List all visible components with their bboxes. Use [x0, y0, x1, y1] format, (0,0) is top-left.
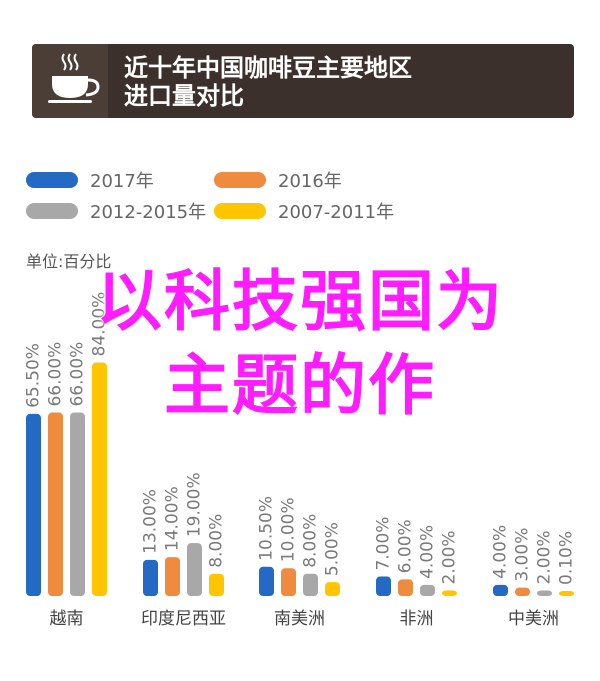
legend-swatch: [214, 203, 266, 219]
legend-swatch: [214, 172, 266, 188]
bar: [442, 590, 457, 596]
bar-value-label: 2.00%: [535, 530, 555, 584]
bar: [325, 582, 340, 596]
bar: [165, 557, 180, 596]
bar-value-label: 14.00%: [163, 486, 183, 551]
legend-swatch: [26, 172, 78, 188]
category-label: 南美洲: [274, 609, 325, 629]
title-line-2: 进口量对比: [124, 82, 244, 110]
coffee-cup-icon: [48, 53, 100, 103]
bar-value-label: 8.00%: [207, 514, 227, 568]
bar-value-label: 6.00%: [396, 519, 416, 573]
category-label: 印度尼西亚: [141, 609, 226, 629]
bar-value-label: 8.00%: [301, 514, 321, 568]
bar: [143, 559, 158, 596]
bar: [537, 590, 552, 596]
bar-value-label: 66.00%: [46, 342, 66, 407]
bar: [559, 591, 574, 596]
title-banner: 近十年中国咖啡豆主要地区 进口量对比: [32, 44, 574, 118]
bar-value-label: 84.00%: [90, 292, 110, 357]
bar-value-label: 10.00%: [279, 497, 299, 562]
category-label: 越南: [50, 609, 84, 629]
bar: [303, 573, 318, 596]
overlay-line-2: 主题的作: [164, 347, 436, 424]
unit-label: 单位:百分比: [26, 252, 112, 271]
bar-value-label: 2.00%: [440, 530, 460, 584]
bar: [209, 573, 224, 596]
legend-item-2017: 2017年: [26, 168, 154, 192]
bar: [92, 362, 107, 596]
chart-title: 近十年中国咖啡豆主要地区 进口量对比: [124, 54, 564, 110]
legend-label: 2012-2015年: [90, 202, 207, 223]
legend-label: 2017年: [90, 171, 154, 192]
bar-value-label: 66.00%: [68, 342, 88, 407]
bar: [187, 543, 202, 596]
bar: [515, 587, 530, 596]
category-label: 中美洲: [508, 609, 559, 629]
icon-box: [32, 44, 108, 118]
bar: [259, 566, 274, 596]
bar: [376, 576, 391, 596]
legend-swatch: [26, 203, 78, 219]
bar-value-label: 0.10%: [557, 531, 577, 585]
overlay-text: 以科技强国为 主题的作: [20, 260, 580, 428]
bar: [26, 413, 41, 596]
bar: [281, 568, 296, 596]
overlay-line-1: 以科技强国为: [96, 263, 504, 340]
bar-value-label: 4.00%: [418, 525, 438, 579]
title-line-1: 近十年中国咖啡豆主要地区: [124, 54, 412, 82]
legend-item-2016: 2016年: [214, 168, 342, 192]
bar-value-label: 3.00%: [513, 528, 533, 582]
legend: 2017年 2016年 2012-2015年 2007-2011年: [26, 168, 586, 228]
legend-label: 2016年: [278, 171, 342, 192]
bar-value-label: 7.00%: [374, 517, 394, 571]
bar-value-label: 5.00%: [323, 522, 343, 576]
legend-label: 2007-2011年: [278, 202, 395, 223]
bar: [398, 579, 413, 596]
bar: [493, 584, 508, 596]
bar-value-label: 65.50%: [24, 343, 44, 408]
bar-value-label: 4.00%: [491, 525, 511, 579]
bar: [48, 412, 63, 596]
legend-item-2012-2015: 2012-2015年: [26, 199, 206, 223]
category-label: 非洲: [400, 609, 434, 629]
bar-value-label: 10.50%: [257, 496, 277, 561]
bar: [70, 412, 85, 596]
bar: [420, 584, 435, 596]
bar-value-label: 19.00%: [185, 472, 205, 537]
legend-item-2007-2011: 2007-2011年: [214, 199, 394, 223]
bar-value-label: 13.00%: [141, 489, 161, 554]
